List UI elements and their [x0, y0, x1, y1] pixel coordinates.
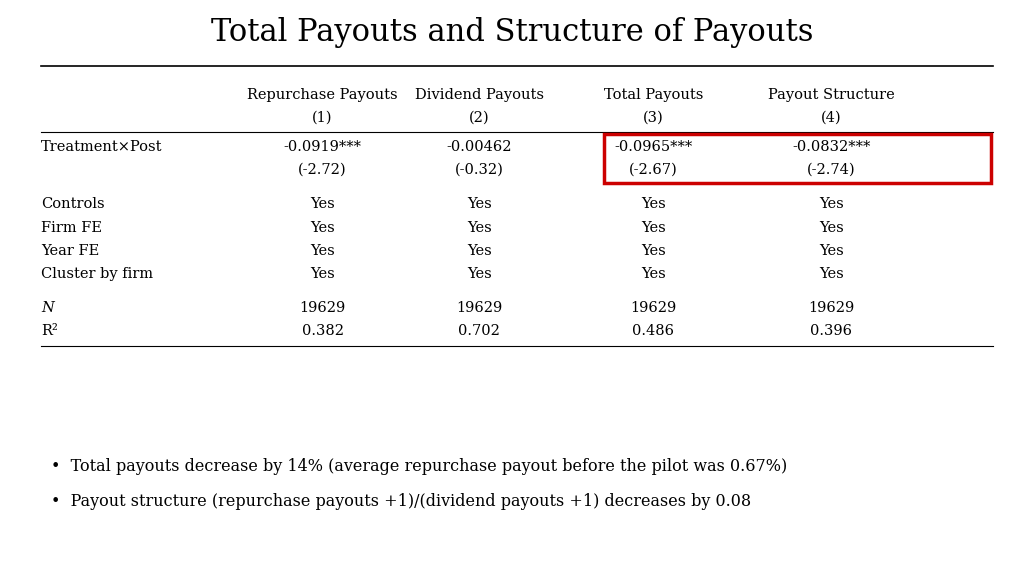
Text: Treatment×Post: Treatment×Post	[41, 140, 163, 154]
Text: Yes: Yes	[467, 221, 492, 234]
Text: Dividend Payouts: Dividend Payouts	[415, 88, 544, 102]
Text: 0.702: 0.702	[459, 324, 500, 338]
Text: Cluster by firm: Cluster by firm	[41, 267, 153, 281]
Text: Yes: Yes	[819, 267, 844, 281]
Text: 19629: 19629	[456, 301, 503, 315]
Text: Total Payouts: Total Payouts	[603, 88, 703, 102]
Text: Payout Structure: Payout Structure	[768, 88, 895, 102]
Text: Repurchase Payouts: Repurchase Payouts	[247, 88, 398, 102]
Text: -0.0832***: -0.0832***	[793, 140, 870, 154]
Text: Yes: Yes	[467, 198, 492, 211]
Text: Yes: Yes	[310, 221, 335, 234]
Text: 0.486: 0.486	[632, 324, 675, 338]
Text: Yes: Yes	[310, 267, 335, 281]
Text: (-0.32): (-0.32)	[455, 163, 504, 177]
Text: 0.396: 0.396	[810, 324, 853, 338]
Text: -0.00462: -0.00462	[446, 140, 512, 154]
Text: Yes: Yes	[310, 244, 335, 257]
Text: 19629: 19629	[630, 301, 677, 315]
Text: Total Payouts and Structure of Payouts: Total Payouts and Structure of Payouts	[211, 17, 813, 48]
Text: 19629: 19629	[299, 301, 346, 315]
Text: Yes: Yes	[819, 198, 844, 211]
Text: (4): (4)	[821, 111, 842, 125]
Text: Firm FE: Firm FE	[41, 221, 102, 234]
Text: 19629: 19629	[808, 301, 855, 315]
Text: 0.382: 0.382	[301, 324, 344, 338]
Text: Yes: Yes	[467, 267, 492, 281]
Text: N: N	[41, 301, 53, 315]
Text: Yes: Yes	[641, 244, 666, 257]
Text: •  Total payouts decrease by 14% (average repurchase payout before the pilot was: • Total payouts decrease by 14% (average…	[51, 458, 787, 475]
Bar	[604, 134, 991, 183]
Text: Yes: Yes	[819, 244, 844, 257]
Text: Yes: Yes	[467, 244, 492, 257]
Text: Yes: Yes	[641, 267, 666, 281]
Text: Yes: Yes	[641, 221, 666, 234]
Text: (-2.67): (-2.67)	[629, 163, 678, 177]
Text: (3): (3)	[643, 111, 664, 125]
Text: Yes: Yes	[641, 198, 666, 211]
Text: R²: R²	[41, 324, 57, 338]
Text: (1): (1)	[312, 111, 333, 125]
Text: Year FE: Year FE	[41, 244, 99, 257]
Text: (-2.72): (-2.72)	[298, 163, 347, 177]
Text: •  Payout structure (repurchase payouts +1)/(dividend payouts +1) decreases by 0: • Payout structure (repurchase payouts +…	[51, 492, 752, 510]
Text: -0.0965***: -0.0965***	[614, 140, 692, 154]
Text: Controls: Controls	[41, 198, 104, 211]
Text: (-2.74): (-2.74)	[807, 163, 856, 177]
Text: Yes: Yes	[310, 198, 335, 211]
Text: (2): (2)	[469, 111, 489, 125]
Text: Yes: Yes	[819, 221, 844, 234]
Text: -0.0919***: -0.0919***	[284, 140, 361, 154]
